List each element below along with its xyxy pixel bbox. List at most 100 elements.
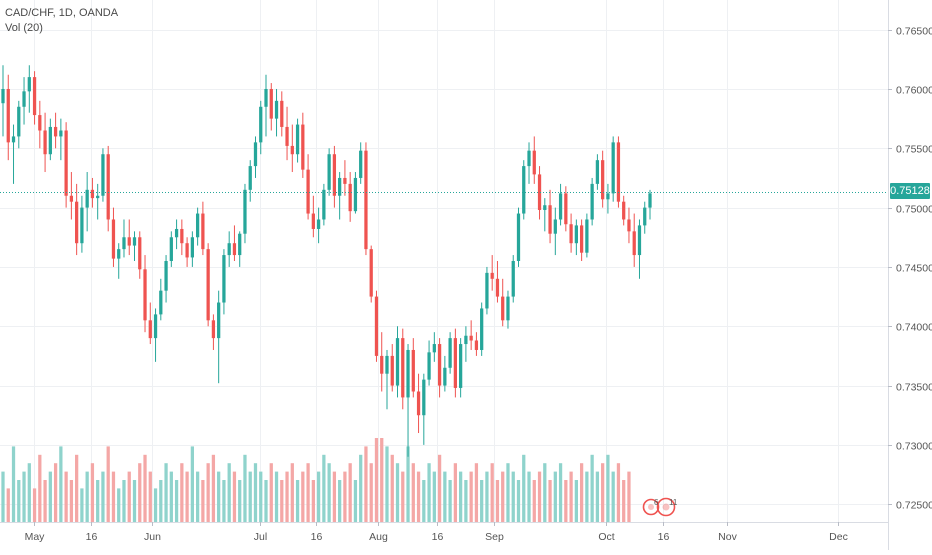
time-tick-label: 16 bbox=[658, 531, 670, 543]
volume-bar bbox=[32, 488, 37, 522]
volume-bar bbox=[264, 480, 268, 522]
volume-bar bbox=[443, 471, 447, 522]
candle-body bbox=[632, 231, 636, 256]
price-tick-label: 0.76500 bbox=[896, 26, 932, 38]
candle-body bbox=[243, 189, 247, 234]
candle-body bbox=[201, 213, 205, 250]
candle-body bbox=[448, 338, 452, 368]
candle-body bbox=[311, 213, 315, 229]
volume-bar bbox=[311, 480, 315, 522]
volume-bar bbox=[190, 446, 194, 522]
volume-bar bbox=[611, 471, 615, 522]
volume-bar bbox=[159, 480, 163, 522]
candle-body bbox=[316, 219, 321, 229]
candle-body bbox=[80, 207, 84, 244]
volume-bar bbox=[290, 463, 294, 522]
candle-body bbox=[348, 183, 352, 212]
volume-bar bbox=[322, 454, 326, 522]
time-tick-label: Dec bbox=[829, 531, 848, 543]
volume-bar bbox=[11, 446, 16, 522]
time-tick-label: Jul bbox=[254, 531, 267, 543]
candle-body bbox=[401, 338, 405, 398]
candle-body bbox=[385, 355, 389, 374]
volume-bar bbox=[474, 463, 479, 522]
candle-body bbox=[11, 136, 16, 143]
grid bbox=[0, 0, 888, 522]
candle-body bbox=[306, 169, 310, 214]
candle-body bbox=[96, 195, 100, 199]
time-axis[interactable]: May 16 Jun Jul 16 Aug 16 Sep Oct 16 Nov Dec bbox=[25, 522, 848, 543]
candle-body bbox=[590, 183, 594, 220]
candle-body bbox=[148, 320, 152, 339]
volume-bar bbox=[516, 480, 521, 522]
candle-body bbox=[459, 344, 463, 388]
price-tick-label: 0.73500 bbox=[896, 382, 932, 394]
volume-bar bbox=[548, 480, 552, 522]
volume-bar bbox=[579, 463, 584, 522]
candle-body bbox=[527, 150, 531, 167]
candle-body bbox=[511, 261, 515, 297]
volume-bar bbox=[385, 446, 389, 522]
candle-body bbox=[90, 189, 95, 199]
volume-bar bbox=[490, 463, 494, 522]
candle-body bbox=[22, 91, 26, 107]
candle-body bbox=[390, 355, 394, 386]
volume-bar bbox=[411, 463, 415, 522]
volume-bar bbox=[127, 471, 131, 522]
volume-bar bbox=[606, 454, 610, 522]
candle-body bbox=[411, 349, 415, 392]
candle-body bbox=[322, 189, 326, 220]
volume-bar bbox=[180, 463, 184, 522]
candle-body bbox=[579, 225, 584, 253]
volume-bar bbox=[222, 480, 226, 522]
tradingview-logo-icon: 6 11 bbox=[642, 496, 684, 518]
volume-bar bbox=[217, 471, 221, 522]
volume-bar bbox=[143, 454, 147, 522]
candle-body bbox=[574, 225, 578, 244]
candle-body bbox=[432, 344, 436, 353]
volume-bar bbox=[117, 488, 121, 522]
candle-body bbox=[138, 237, 142, 270]
volume-bar bbox=[206, 463, 210, 522]
volume-bar bbox=[232, 471, 237, 522]
volume-bar bbox=[527, 471, 531, 522]
volume-bar bbox=[338, 480, 342, 522]
candle-body bbox=[232, 243, 237, 256]
candle-body bbox=[422, 379, 426, 416]
candle-body bbox=[464, 335, 468, 345]
volume-bar bbox=[185, 471, 189, 522]
price-axis[interactable]: 0.76500 0.76000 0.75500 0.75000 0.74500 0.740… bbox=[888, 26, 932, 512]
time-tick-label: 16 bbox=[311, 531, 323, 543]
candle-body bbox=[338, 177, 342, 196]
volume-bar bbox=[211, 454, 216, 522]
candle-body bbox=[490, 272, 494, 279]
candle-body bbox=[369, 249, 373, 297]
volume-bar bbox=[427, 463, 431, 522]
time-tick-label: 16 bbox=[432, 531, 444, 543]
badge-left-digit: 6 bbox=[654, 498, 659, 507]
volume-bar bbox=[201, 480, 205, 522]
volume-bar bbox=[90, 463, 95, 522]
candle-body bbox=[17, 106, 21, 137]
volume-bar bbox=[85, 471, 89, 522]
volume-bar bbox=[6, 488, 10, 522]
volume-indicator-label[interactable]: Vol (20) bbox=[5, 22, 43, 34]
candle-body bbox=[564, 193, 568, 225]
symbol-title[interactable]: CAD/CHF, 1D, OANDA bbox=[5, 7, 119, 19]
candle-body bbox=[264, 88, 268, 107]
candle-body bbox=[495, 278, 500, 297]
time-tick-label: 16 bbox=[86, 531, 98, 543]
candle-body bbox=[622, 201, 626, 220]
candle-body bbox=[469, 335, 473, 341]
volume-bar bbox=[1, 471, 5, 522]
volume-bar bbox=[148, 471, 152, 522]
volume-bar bbox=[506, 463, 510, 522]
volume-bar bbox=[422, 480, 426, 522]
candle-body bbox=[222, 255, 226, 303]
candle-body bbox=[380, 355, 384, 374]
volume-bar bbox=[164, 463, 168, 522]
candle-body bbox=[248, 166, 252, 190]
candle-body bbox=[143, 269, 147, 321]
price-tick-label: 0.76000 bbox=[896, 85, 932, 97]
